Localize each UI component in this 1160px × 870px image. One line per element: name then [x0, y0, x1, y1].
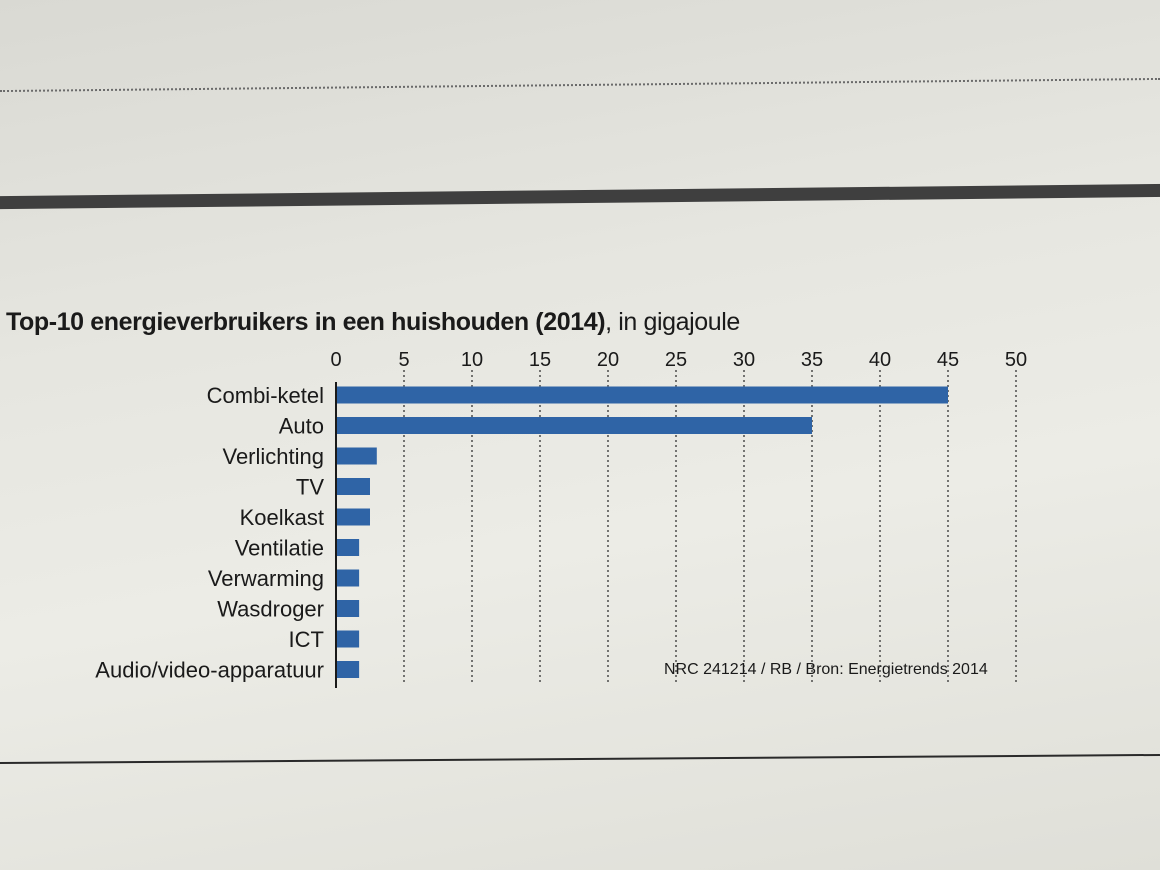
- x-tick-label: 5: [398, 349, 409, 371]
- category-label: Audio/video-apparatuur: [95, 658, 324, 683]
- bar: [336, 661, 360, 678]
- x-tick-label: 20: [597, 349, 619, 371]
- category-label: Wasdroger: [217, 597, 324, 622]
- bar: [336, 539, 360, 556]
- x-tick-label: 50: [1005, 349, 1027, 371]
- chart-title-unit: , in gigajoule: [605, 308, 740, 336]
- bar: [336, 569, 360, 587]
- category-label: Combi-ketel: [207, 383, 324, 408]
- bar: [336, 630, 360, 648]
- source-note: NRC 241214 / RB / Bron: Energietrends 20…: [664, 661, 988, 678]
- bar: [336, 417, 812, 434]
- category-label: Ventilatie: [235, 536, 324, 561]
- bar: [336, 478, 370, 495]
- x-tick-label: 45: [937, 349, 959, 371]
- category-label: Auto: [279, 414, 324, 439]
- x-tick-label: 35: [801, 349, 823, 371]
- x-tick-label: 30: [733, 349, 755, 371]
- chart-title: Top-10 energieverbruikers in een huishou…: [6, 308, 740, 337]
- category-label: Verlichting: [222, 444, 324, 469]
- bar: [336, 600, 360, 617]
- bar: [336, 447, 377, 465]
- x-tick-label: 10: [461, 349, 483, 371]
- x-tick-label: 0: [330, 349, 341, 371]
- x-tick-label: 25: [665, 349, 687, 371]
- x-tick-label: 15: [529, 349, 551, 371]
- bar: [336, 508, 370, 526]
- x-tick-label: 40: [869, 349, 891, 371]
- category-label: Koelkast: [240, 505, 324, 530]
- category-label: TV: [296, 475, 324, 500]
- category-label: Verwarming: [208, 566, 324, 591]
- category-label: ICT: [289, 627, 324, 652]
- chart-title-main: Top-10 energieverbruikers in een huishou…: [6, 308, 606, 336]
- bar: [336, 386, 948, 404]
